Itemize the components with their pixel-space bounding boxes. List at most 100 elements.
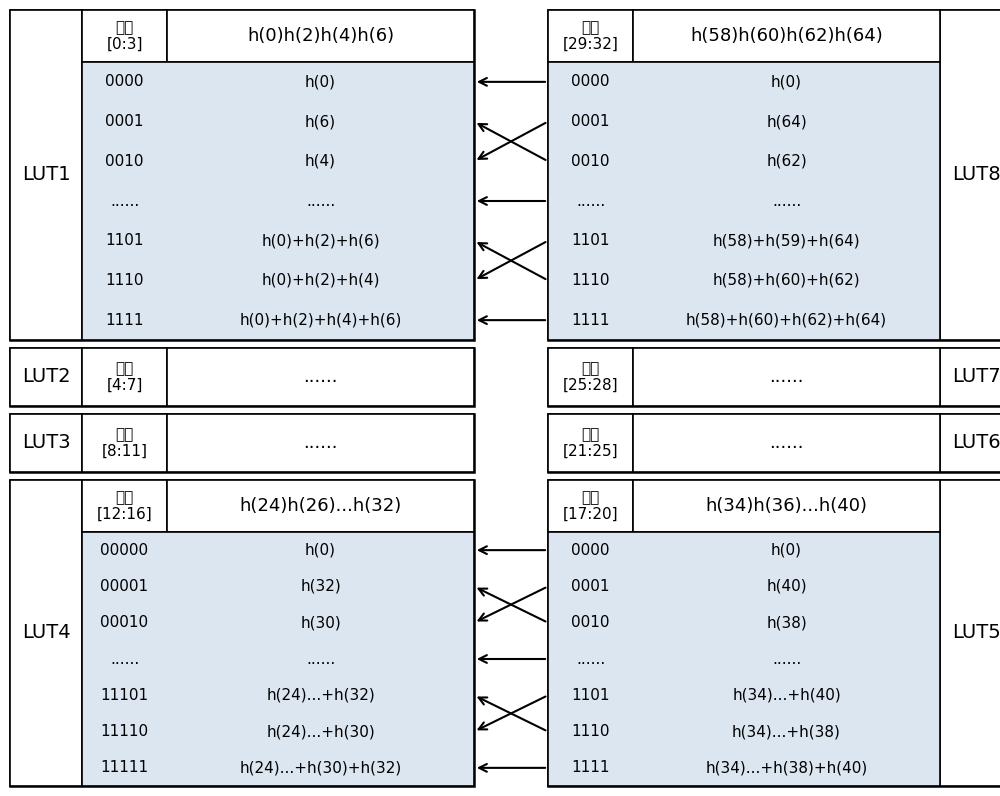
Bar — [82, 480, 167, 532]
Bar — [548, 10, 633, 62]
Text: ......: ...... — [576, 193, 605, 209]
Bar — [167, 480, 474, 532]
Text: h(38): h(38) — [766, 615, 807, 630]
Text: LUT2: LUT2 — [22, 368, 70, 387]
Text: 地址
[17:20]: 地址 [17:20] — [563, 490, 618, 522]
Bar — [548, 10, 1000, 340]
Bar — [167, 414, 474, 472]
Bar — [167, 348, 474, 406]
Text: h(0)+h(2)+h(4)+h(6): h(0)+h(2)+h(4)+h(6) — [239, 313, 402, 328]
Text: 1110: 1110 — [571, 273, 610, 288]
Bar — [82, 10, 167, 62]
Text: LUT8: LUT8 — [952, 166, 1000, 185]
Text: h(34)...+h(38)+h(40): h(34)...+h(38)+h(40) — [705, 760, 868, 775]
Text: ......: ...... — [110, 651, 139, 666]
Text: h(0): h(0) — [771, 543, 802, 558]
Text: 0001: 0001 — [571, 114, 610, 129]
Text: h(4): h(4) — [305, 154, 336, 169]
Text: 地址
[29:32]: 地址 [29:32] — [563, 20, 618, 53]
Bar — [633, 414, 940, 472]
Bar — [940, 10, 1000, 340]
Bar — [940, 414, 1000, 472]
Text: 00010: 00010 — [100, 615, 149, 630]
Text: ......: ...... — [769, 368, 804, 386]
Text: LUT3: LUT3 — [22, 434, 70, 452]
Bar — [548, 480, 1000, 786]
Text: h(32): h(32) — [300, 579, 341, 594]
Bar — [82, 414, 167, 472]
Text: 1111: 1111 — [105, 313, 144, 328]
Text: h(40): h(40) — [766, 579, 807, 594]
Text: LUT6: LUT6 — [952, 434, 1000, 452]
Text: 0010: 0010 — [571, 154, 610, 169]
Bar — [10, 348, 474, 406]
Text: 0010: 0010 — [571, 615, 610, 630]
Bar — [548, 532, 940, 786]
Text: 00001: 00001 — [100, 579, 149, 594]
Text: LUT7: LUT7 — [952, 368, 1000, 387]
Text: 1110: 1110 — [105, 273, 144, 288]
Bar — [548, 62, 940, 340]
Bar — [10, 348, 82, 406]
Bar — [10, 480, 82, 786]
Text: h(24)h(26)...h(32): h(24)h(26)...h(32) — [239, 497, 402, 515]
Text: ......: ...... — [772, 193, 801, 209]
Text: LUT5: LUT5 — [952, 623, 1000, 642]
Text: 1111: 1111 — [571, 313, 610, 328]
Text: h(34)h(36)...h(40): h(34)h(36)...h(40) — [706, 497, 868, 515]
Bar — [548, 414, 633, 472]
Text: ......: ...... — [110, 193, 139, 209]
Text: 1110: 1110 — [571, 724, 610, 739]
Text: h(24)...+h(32): h(24)...+h(32) — [266, 688, 375, 703]
Text: h(30): h(30) — [300, 615, 341, 630]
Bar — [940, 348, 1000, 406]
Text: 0001: 0001 — [571, 579, 610, 594]
Bar — [10, 10, 82, 340]
Text: ......: ...... — [306, 651, 335, 666]
Text: 11111: 11111 — [100, 760, 149, 775]
Text: 00000: 00000 — [100, 543, 149, 558]
Text: ......: ...... — [303, 368, 338, 386]
Text: 11110: 11110 — [100, 724, 149, 739]
Text: h(0)+h(2)+h(4): h(0)+h(2)+h(4) — [261, 273, 380, 288]
Text: h(62): h(62) — [766, 154, 807, 169]
Bar — [548, 348, 1000, 406]
Text: h(0)h(2)h(4)h(6): h(0)h(2)h(4)h(6) — [247, 27, 394, 45]
Text: ......: ...... — [772, 651, 801, 666]
Text: LUT4: LUT4 — [22, 623, 70, 642]
Bar — [548, 414, 1000, 472]
Text: 0000: 0000 — [105, 74, 144, 89]
Text: h(6): h(6) — [305, 114, 336, 129]
Bar — [548, 348, 633, 406]
Bar — [10, 414, 82, 472]
Text: h(58)h(60)h(62)h(64): h(58)h(60)h(62)h(64) — [690, 27, 883, 45]
Text: h(0): h(0) — [305, 74, 336, 89]
Text: 1101: 1101 — [105, 233, 144, 248]
Bar — [82, 348, 167, 406]
Text: ......: ...... — [306, 193, 335, 209]
Text: LUT1: LUT1 — [22, 166, 70, 185]
Text: 11101: 11101 — [100, 688, 149, 703]
Text: 地址
[21:25]: 地址 [21:25] — [563, 427, 618, 459]
Bar — [167, 10, 474, 62]
Text: h(0): h(0) — [771, 74, 802, 89]
Bar — [10, 10, 474, 340]
Bar — [10, 480, 474, 786]
Text: ......: ...... — [576, 651, 605, 666]
Bar — [633, 10, 940, 62]
Text: h(58)+h(59)+h(64): h(58)+h(59)+h(64) — [713, 233, 860, 248]
Text: 0000: 0000 — [571, 543, 610, 558]
Text: ......: ...... — [303, 434, 338, 452]
Text: 0000: 0000 — [571, 74, 610, 89]
Bar — [633, 480, 940, 532]
Text: 地址
[0:3]: 地址 [0:3] — [106, 20, 143, 53]
Text: 0001: 0001 — [105, 114, 144, 129]
Bar — [82, 62, 474, 340]
Text: 1101: 1101 — [571, 688, 610, 703]
Text: h(34)...+h(38): h(34)...+h(38) — [732, 724, 841, 739]
Text: 0010: 0010 — [105, 154, 144, 169]
Bar — [548, 480, 633, 532]
Bar — [10, 414, 474, 472]
Text: 地址
[12:16]: 地址 [12:16] — [97, 490, 152, 522]
Text: 地址
[25:28]: 地址 [25:28] — [563, 361, 618, 393]
